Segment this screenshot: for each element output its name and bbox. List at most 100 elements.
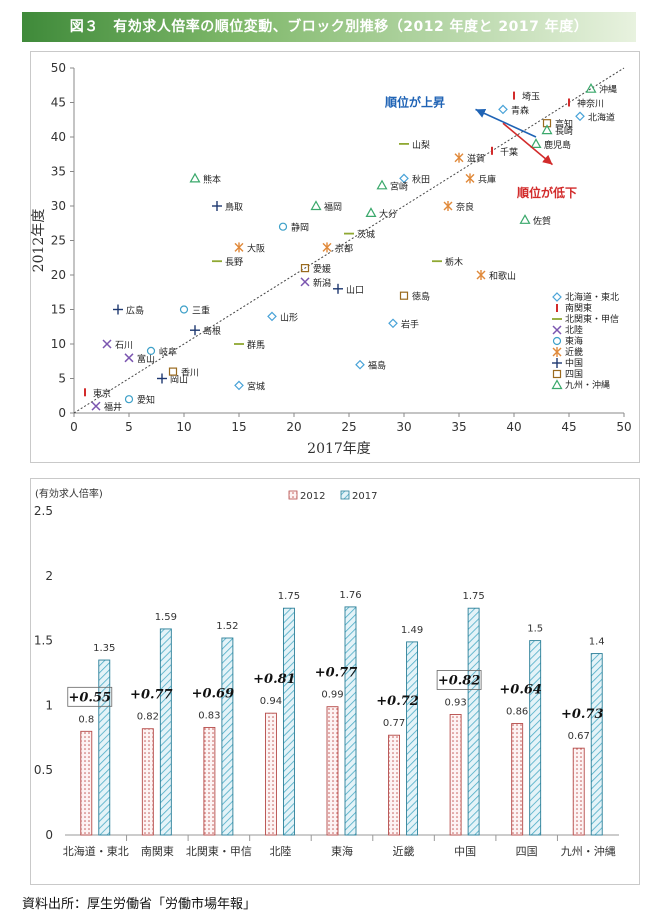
scatter-point: 石川 (102, 339, 133, 351)
legend-label: 東海 (565, 335, 583, 347)
difference-label: +0.82 (438, 673, 481, 688)
prefecture-label: 岩手 (401, 318, 419, 330)
scatter-point: 広島 (113, 304, 144, 317)
rise-annotation: 順位が上昇 (384, 94, 445, 109)
scatter-point: 千葉 (491, 146, 518, 158)
prefecture-label: 石川 (115, 341, 133, 351)
marker-diamond (355, 359, 365, 370)
prefecture-label: 青森 (511, 104, 529, 116)
prefecture-label: 岐阜 (159, 346, 177, 358)
scatter-point: 東京 (84, 387, 111, 399)
marker-circle (179, 305, 189, 314)
legend-label: 九州・沖縄 (565, 379, 610, 391)
prefecture-label: 香川 (181, 368, 199, 379)
category-group: 0.83 1.52 +0.69 北関東・甲信 (186, 621, 252, 858)
prefecture-label: 愛媛 (313, 263, 331, 275)
y-axis-title: (有効求人倍率) (35, 487, 103, 500)
figure-title: 図３ 有効求人倍率の順位変動、ブロック別推移（2012 年度と 2017 年度） (22, 12, 636, 42)
scatter-point: 滋賀 (454, 152, 485, 165)
y-tick-label: 2.5 (34, 504, 53, 518)
fall-arrow (502, 122, 554, 166)
prefecture-label: 鳥取 (225, 201, 243, 213)
marker-triangle (365, 207, 377, 217)
bar-2012 (572, 747, 585, 836)
category-group: 0.82 1.59 +0.77 南関東 (126, 612, 177, 858)
data-label: 0.83 (198, 710, 220, 721)
scatter-point: 香川 (168, 367, 199, 379)
marker-circle (552, 336, 562, 346)
bar-2017 (467, 607, 480, 836)
x-tick-label: 10 (176, 420, 191, 434)
legend-item: 北海道・東北 (552, 291, 619, 303)
prefecture-label: 長崎 (555, 125, 573, 137)
data-label: 0.82 (137, 712, 159, 723)
data-label: 1.4 (589, 637, 605, 648)
scatter-point: 愛媛 (300, 263, 331, 275)
scatter-point: 北海道 (575, 111, 615, 123)
scatter-point: 徳島 (399, 291, 430, 303)
marker-x-stroke (102, 339, 112, 349)
x-tick-label: 45 (561, 420, 576, 434)
y-tick-label: 25 (51, 234, 66, 248)
legend-item: 2017 (340, 490, 377, 502)
prefecture-label: 群馬 (247, 339, 265, 351)
marker-diamond (575, 111, 585, 122)
prefecture-label: 宮城 (247, 380, 265, 392)
scatter-point: 群馬 (234, 339, 265, 351)
scatter-point: 埼玉 (513, 91, 540, 103)
scatter-point: 大分 (365, 207, 397, 220)
scatter-point: 神奈川 (568, 98, 604, 110)
y-tick-label: 0 (45, 828, 53, 842)
legend-label: 中国 (565, 357, 583, 369)
prefecture-label: 山梨 (412, 139, 430, 151)
category-label: 北陸 (269, 845, 291, 858)
category-label: 九州・沖縄 (561, 844, 616, 858)
bar-2012 (326, 706, 339, 836)
difference-label: +0.73 (561, 707, 604, 722)
category-label: 北関東・甲信 (186, 845, 252, 858)
bar-2017 (221, 637, 234, 836)
scatter-point: 山梨 (399, 139, 430, 151)
marker-diamond (399, 173, 409, 184)
marker-diamond (552, 292, 562, 302)
prefecture-label: 秋田 (412, 173, 430, 185)
marker-diamond (234, 380, 244, 391)
prefecture-label: 佐賀 (533, 215, 551, 227)
scatter-point: 和歌山 (476, 270, 516, 282)
scatter-point: 三重 (179, 305, 210, 317)
category-group: 0.67 1.4 +0.73 九州・沖縄 (556, 637, 616, 858)
legend-label: 北関東・甲信 (565, 313, 619, 325)
data-label: 0.94 (260, 696, 282, 707)
x-tick-label: 30 (396, 420, 411, 434)
prefecture-label: 滋賀 (467, 153, 485, 165)
scatter-point: 佐賀 (519, 214, 551, 227)
y-tick-label: 45 (51, 96, 66, 110)
prefecture-label: 埼玉 (522, 91, 540, 103)
bar-2012 (449, 714, 462, 836)
scatter-point: 京都 (322, 242, 353, 254)
prefecture-label: 神奈川 (577, 98, 604, 110)
marker-diamond (267, 311, 277, 322)
difference-box (67, 686, 113, 707)
bar-2017 (159, 628, 172, 836)
data-label: 1.75 (278, 591, 300, 602)
data-label: 1.76 (339, 590, 361, 601)
data-label: 1.35 (93, 643, 115, 654)
y-tick-label: 15 (51, 303, 66, 317)
prefecture-label: 三重 (192, 305, 210, 317)
data-label: 0.8 (78, 714, 94, 725)
scatter-point: 新潟 (300, 277, 331, 289)
category-group: 0.99 1.76 +0.77 東海 (310, 590, 362, 858)
prefecture-label: 鹿児島 (544, 139, 571, 151)
y-tick-label: 0.5 (34, 763, 53, 777)
legend-item: 2012 (288, 490, 325, 502)
scatter-point: 鹿児島 (530, 138, 571, 151)
prefecture-label: 山口 (346, 285, 364, 296)
prefecture-label: 奈良 (456, 201, 474, 213)
bar-2012 (203, 726, 216, 836)
marker-triangle (585, 82, 597, 93)
legend-item: 北陸 (552, 324, 583, 336)
rise-arrow (475, 108, 537, 138)
prefecture-label: 熊本 (203, 173, 221, 185)
